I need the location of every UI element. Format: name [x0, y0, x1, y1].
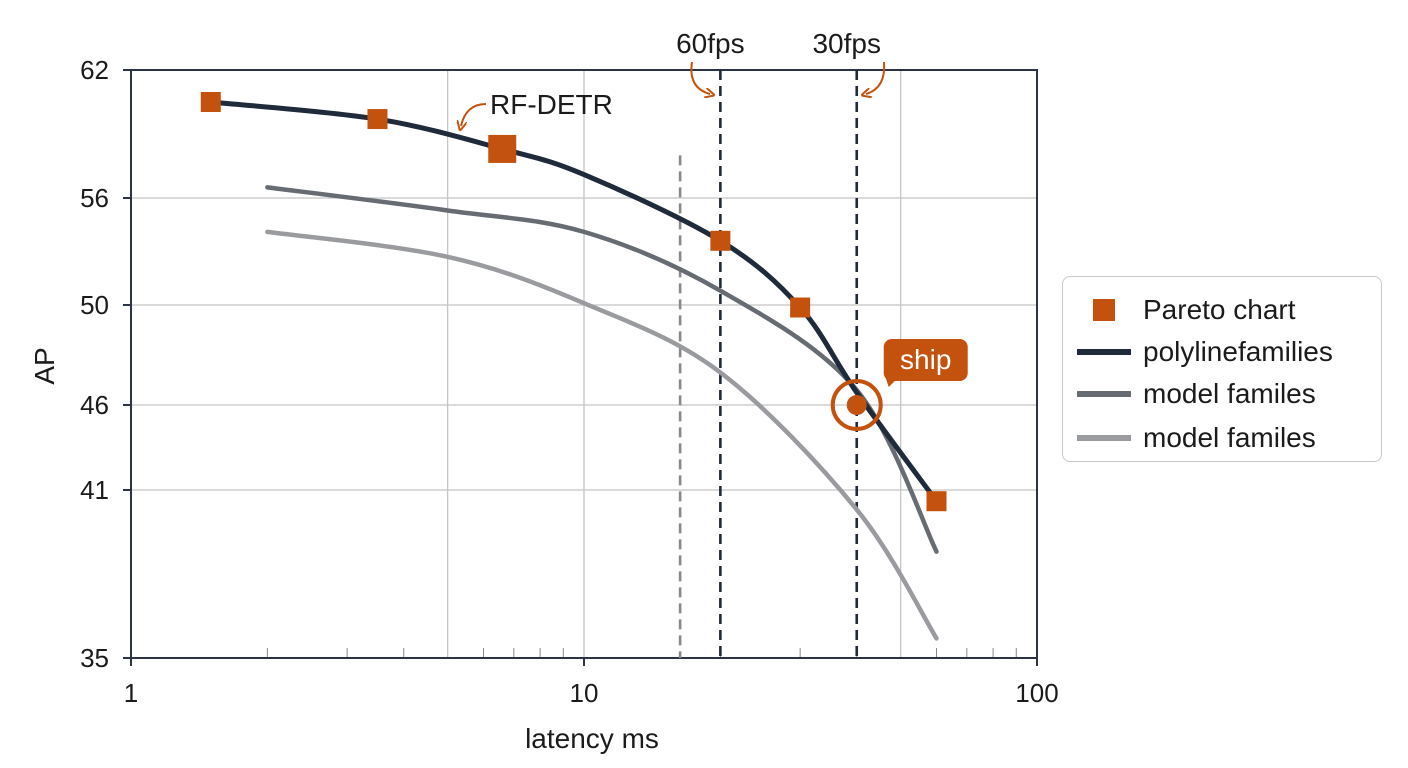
- y-tick-label: 35: [80, 643, 109, 673]
- pareto-point: [710, 230, 731, 251]
- fps60-arrow: [690, 61, 710, 94]
- y-tick-label: 50: [80, 290, 109, 320]
- pareto-point: [488, 134, 517, 163]
- y-tick-label: 56: [80, 183, 109, 213]
- legend-label: model familes: [1143, 422, 1316, 453]
- fps30-arrow: [866, 61, 886, 94]
- y-tick-label: 41: [80, 475, 109, 505]
- y-axis-title: AP: [29, 347, 60, 384]
- y-tick-label: 62: [80, 55, 109, 85]
- x-tick-label: 100: [1015, 678, 1058, 708]
- legend-item: model familes: [1063, 374, 1381, 414]
- ship-point: [846, 395, 867, 415]
- legend-item: model familes: [1063, 418, 1381, 458]
- legend-label: Pareto chart: [1143, 294, 1296, 325]
- x-tick-label: 10: [570, 678, 599, 708]
- series-line-3: [265, 229, 939, 641]
- legend-square-swatch: [1077, 290, 1131, 330]
- vline-30fps-label: 30fps: [812, 28, 881, 59]
- legend-item: Pareto chart: [1063, 290, 1381, 330]
- chart-legend: Pareto chart polylinefamilies model famile…: [1062, 276, 1382, 462]
- ship-callout: [883, 339, 968, 381]
- y-tick-label: 46: [80, 390, 109, 420]
- x-tick-label: 1: [124, 678, 138, 708]
- legend-label: model familes: [1143, 378, 1316, 409]
- legend-label: polylinefamilies: [1143, 336, 1333, 367]
- pareto-point: [200, 92, 221, 112]
- x-axis-title: latency ms: [525, 723, 659, 754]
- ship-label: ship: [900, 344, 951, 375]
- pareto-point: [367, 109, 388, 130]
- pareto-point: [926, 491, 947, 512]
- series-line-1: [208, 99, 940, 504]
- ship-ring: [830, 379, 883, 431]
- pareto-point: [790, 297, 811, 318]
- legend-line-swatch: [1077, 332, 1131, 372]
- rf-detr-arrow: [461, 103, 487, 126]
- vline-60fps-label: 60fps: [676, 28, 745, 59]
- legend-line-swatch: [1077, 374, 1131, 414]
- legend-line-swatch: [1077, 418, 1131, 458]
- rf-detr-label: RF-DETR: [490, 89, 613, 120]
- legend-item: polylinefamilies: [1063, 332, 1381, 372]
